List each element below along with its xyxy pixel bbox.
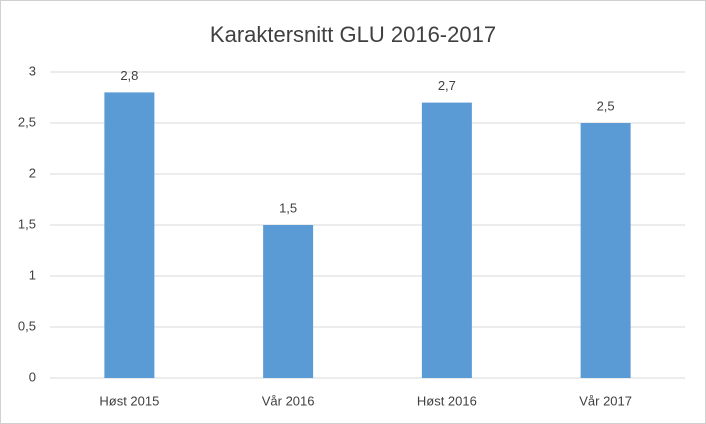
value-label: 1,5 — [279, 200, 297, 215]
value-label: 2,7 — [438, 78, 456, 93]
bar — [263, 225, 314, 378]
x-tick-label: Vår 2017 — [579, 393, 632, 408]
x-tick-label: Høst 2016 — [417, 393, 477, 408]
bar — [580, 123, 631, 378]
x-tick-label: Vår 2016 — [262, 393, 315, 408]
y-tick-label: 2 — [29, 165, 36, 180]
y-tick-label: 0 — [29, 369, 36, 384]
chart-title: Karaktersnitt GLU 2016-2017 — [210, 22, 496, 47]
value-label: 2,5 — [597, 98, 615, 113]
value-label: 2,8 — [120, 68, 138, 83]
bar — [421, 102, 472, 378]
y-tick-label: 1 — [29, 267, 36, 282]
bar — [104, 92, 155, 379]
y-tick-label: 0,5 — [18, 318, 36, 333]
y-tick-label: 3 — [29, 63, 36, 78]
x-tick-label: Høst 2015 — [99, 393, 159, 408]
y-tick-label: 1,5 — [18, 216, 36, 231]
y-tick-label: 2,5 — [18, 114, 36, 129]
